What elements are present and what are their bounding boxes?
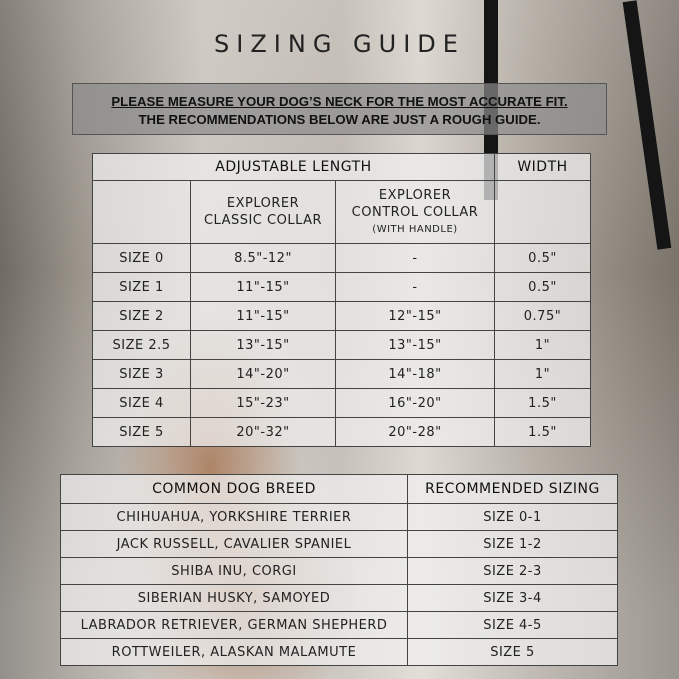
table-row: LABRADOR RETRIEVER, GERMAN SHEPHERD SIZE … <box>60 611 618 639</box>
table-cell: SIZE 4 <box>92 388 191 418</box>
table-cell: 13"-15" <box>335 330 495 360</box>
table-cell: - <box>335 272 495 302</box>
table-cell: - <box>335 243 495 273</box>
table-cell: SHIBA INU, CORGI <box>60 557 408 585</box>
table-cell: SIZE 0-1 <box>407 503 618 531</box>
table-cell: SIBERIAN HUSKY, SAMOYED <box>60 584 408 612</box>
table-cell: 1" <box>494 359 591 389</box>
table-cell: 1" <box>494 330 591 360</box>
classic-collar-header: EXPLORER CLASSIC COLLAR <box>190 180 336 244</box>
table-cell: ROTTWEILER, ALASKAN MALAMUTE <box>60 638 408 666</box>
table-cell: 12"-15" <box>335 301 495 331</box>
classic-l2: CLASSIC COLLAR <box>203 213 323 228</box>
table-cell: SIZE 3-4 <box>407 584 618 612</box>
table-cell: SIZE 1 <box>92 272 191 302</box>
table-cell: 14"-18" <box>335 359 495 389</box>
table-row: SIZE 5 20"-32" 20"-28" 1.5" <box>92 417 591 447</box>
notice-line-1: PLEASE MEASURE YOUR DOG’S NECK FOR THE M… <box>111 94 568 109</box>
table-cell: 1.5" <box>494 417 591 447</box>
table-cell: 20"-32" <box>190 417 336 447</box>
page-title: SIZING GUIDE <box>214 30 465 58</box>
table-cell: 15"-23" <box>190 388 336 418</box>
width-header: WIDTH <box>494 153 591 181</box>
table-cell: 0.5" <box>494 272 591 302</box>
table-cell: JACK RUSSELL, CAVALIER SPANIEL <box>60 530 408 558</box>
table-cell: 0.75" <box>494 301 591 331</box>
measure-notice: PLEASE MEASURE YOUR DOG’S NECK FOR THE M… <box>72 83 607 135</box>
table-cell: 11"-15" <box>190 301 336 331</box>
size-column-header <box>92 180 191 244</box>
table-cell: LABRADOR RETRIEVER, GERMAN SHEPHERD <box>60 611 408 639</box>
table-cell: SIZE 4-5 <box>407 611 618 639</box>
table-cell: 1.5" <box>494 388 591 418</box>
table-cell: SIZE 2 <box>92 301 191 331</box>
table-row: SIZE 4 15"-23" 16"-20" 1.5" <box>92 388 591 418</box>
table-row: CHIHUAHUA, YORKSHIRE TERRIER SIZE 0-1 <box>60 503 618 531</box>
control-collar-header: EXPLORER CONTROL COLLAR (WITH HANDLE) <box>335 180 495 244</box>
classic-l1: EXPLORER <box>226 196 300 211</box>
table-row: ROTTWEILER, ALASKAN MALAMUTE SIZE 5 <box>60 638 618 666</box>
table-row: SIZE 1 11"-15" -0.5" <box>92 272 591 302</box>
breed-table: COMMON DOG BREED RECOMMENDED SIZING CHIH… <box>60 474 618 666</box>
table-cell: SIZE 5 <box>92 417 191 447</box>
control-l1: EXPLORER <box>378 187 452 203</box>
table-cell: 16"-20" <box>335 388 495 418</box>
table-row: SIZE 0 8.5"-12" -0.5" <box>92 243 591 273</box>
table-cell: SIZE 1-2 <box>407 530 618 558</box>
breed-header: COMMON DOG BREED <box>60 474 408 504</box>
table-cell: SIZE 3 <box>92 359 191 389</box>
table-row: SIZE 3 14"-20" 14"-18" 1" <box>92 359 591 389</box>
notice-line-2: THE RECOMMENDATIONS BELOW ARE JUST A ROU… <box>138 112 541 127</box>
table-row: SIZE 2 11"-15" 12"-15" 0.75" <box>92 301 591 331</box>
table-row: SHIBA INU, CORGI SIZE 2-3 <box>60 557 618 585</box>
table-cell: 14"-20" <box>190 359 336 389</box>
table-row: SIZE 2.5 13"-15" 13"-15" 1" <box>92 330 591 360</box>
control-l2: CONTROL COLLAR <box>351 204 479 220</box>
table-row: SIBERIAN HUSKY, SAMOYED SIZE 3-4 <box>60 584 618 612</box>
sizing-header: RECOMMENDED SIZING <box>407 474 618 504</box>
table-cell: SIZE 5 <box>407 638 618 666</box>
size-table: ADJUSTABLE LENGTH WIDTH EXPLORER CLASSIC … <box>92 153 591 447</box>
control-note: (WITH HANDLE) <box>372 223 458 235</box>
table-cell: SIZE 0 <box>92 243 191 273</box>
table-cell: SIZE 2.5 <box>92 330 191 360</box>
table-cell: CHIHUAHUA, YORKSHIRE TERRIER <box>60 503 408 531</box>
table-cell: 0.5" <box>494 243 591 273</box>
table-cell: 20"-28" <box>335 417 495 447</box>
table-cell: 8.5"-12" <box>190 243 336 273</box>
table-cell: SIZE 2-3 <box>407 557 618 585</box>
width-subheader <box>494 180 591 244</box>
table-cell: 11"-15" <box>190 272 336 302</box>
table-row: JACK RUSSELL, CAVALIER SPANIEL SIZE 1-2 <box>60 530 618 558</box>
table-cell: 13"-15" <box>190 330 336 360</box>
adjustable-length-header: ADJUSTABLE LENGTH <box>92 153 495 181</box>
